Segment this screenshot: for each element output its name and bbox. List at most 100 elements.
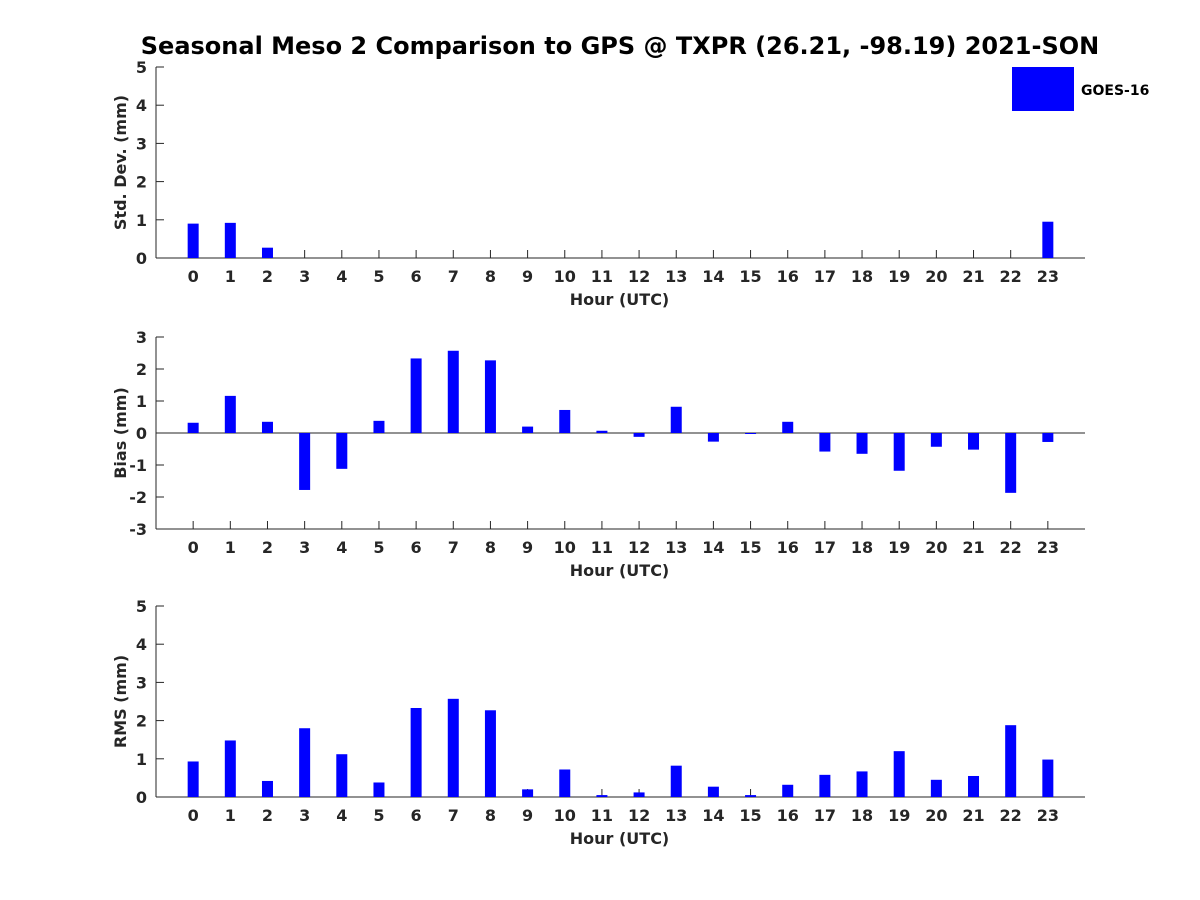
x-tick-label: 4 — [336, 538, 347, 557]
bar-hour-0 — [187, 761, 199, 797]
y-tick-label: 0 — [136, 424, 147, 443]
x-tick-label: 23 — [1037, 806, 1059, 825]
bar-hour-8 — [484, 710, 496, 797]
x-tick-label: 6 — [411, 267, 422, 286]
x-tick-label: 9 — [522, 267, 533, 286]
x-tick-label: 8 — [485, 806, 496, 825]
x-tick-label: 5 — [373, 538, 384, 557]
x-tick-label: 13 — [665, 538, 687, 557]
x-tick-label: 0 — [188, 267, 199, 286]
bar-hour-13 — [670, 406, 682, 433]
x-tick-label: 14 — [702, 806, 724, 825]
x-tick-label: 11 — [591, 267, 613, 286]
bar-hour-7 — [447, 698, 459, 797]
x-axis-label: Hour (UTC) — [570, 290, 670, 309]
x-tick-label: 10 — [554, 806, 576, 825]
bar-hour-2 — [261, 247, 273, 258]
y-axis-label: RMS (mm) — [111, 655, 130, 748]
x-tick-label: 12 — [628, 267, 650, 286]
y-axis-label: Bias (mm) — [111, 387, 130, 479]
x-tick-label: 7 — [448, 806, 459, 825]
x-tick-label: 9 — [522, 538, 533, 557]
x-tick-label: 17 — [814, 538, 836, 557]
x-tick-label: 4 — [336, 267, 347, 286]
bar-hour-19 — [893, 433, 905, 471]
x-tick-label: 22 — [1000, 806, 1022, 825]
bar-hour-12 — [633, 792, 645, 797]
x-axis-label: Hour (UTC) — [570, 561, 670, 580]
x-tick-label: 18 — [851, 538, 873, 557]
y-tick-label: 3 — [136, 328, 147, 347]
chart-title: Seasonal Meso 2 Comparison to GPS @ TXPR… — [141, 32, 1100, 60]
x-tick-label: 17 — [814, 267, 836, 286]
bar-hour-23 — [1042, 759, 1054, 797]
x-tick-label: 16 — [777, 267, 799, 286]
x-tick-label: 13 — [665, 267, 687, 286]
x-tick-label: 23 — [1037, 267, 1059, 286]
y-tick-label: 0 — [136, 249, 147, 268]
x-tick-label: 23 — [1037, 538, 1059, 557]
bar-hour-4 — [336, 433, 348, 469]
bar-hour-18 — [856, 771, 868, 797]
x-tick-label: 21 — [962, 806, 984, 825]
x-tick-label: 18 — [851, 806, 873, 825]
x-tick-label: 1 — [225, 806, 236, 825]
x-tick-label: 22 — [1000, 538, 1022, 557]
y-tick-label: 2 — [136, 360, 147, 379]
y-tick-label: 2 — [136, 173, 147, 192]
bar-hour-8 — [484, 360, 496, 433]
bar-hour-3 — [299, 728, 311, 797]
x-tick-label: 9 — [522, 806, 533, 825]
x-tick-label: 2 — [262, 538, 273, 557]
x-tick-label: 1 — [225, 538, 236, 557]
x-tick-label: 15 — [739, 806, 761, 825]
bar-hour-21 — [968, 433, 980, 450]
x-tick-label: 20 — [925, 806, 947, 825]
x-tick-label: 12 — [628, 538, 650, 557]
bar-hour-2 — [261, 421, 273, 433]
x-tick-label: 16 — [777, 538, 799, 557]
x-tick-label: 6 — [411, 538, 422, 557]
x-tick-label: 19 — [888, 267, 910, 286]
bar-hour-1 — [224, 395, 236, 433]
bar-hour-5 — [373, 420, 385, 433]
x-tick-label: 3 — [299, 267, 310, 286]
y-tick-label: -3 — [129, 520, 147, 539]
bar-hour-13 — [670, 765, 682, 797]
y-tick-label: 3 — [136, 673, 147, 692]
bar-hour-9 — [522, 789, 534, 797]
bar-hour-7 — [447, 350, 459, 433]
y-tick-label: -1 — [129, 456, 147, 475]
bar-hour-10 — [559, 769, 571, 797]
bar-hour-15 — [745, 433, 757, 434]
bar-hour-19 — [893, 751, 905, 797]
x-tick-label: 7 — [448, 538, 459, 557]
bar-hour-10 — [559, 409, 571, 433]
bar-hour-15 — [745, 795, 757, 797]
bar-hour-17 — [819, 774, 831, 797]
chart-legend: GOES-16 — [1012, 67, 1149, 111]
bar-hour-22 — [1005, 725, 1017, 797]
y-tick-label: -2 — [129, 488, 147, 507]
x-tick-label: 22 — [1000, 267, 1022, 286]
x-tick-label: 2 — [262, 267, 273, 286]
y-axis-label: Std. Dev. (mm) — [111, 95, 130, 230]
bar-hour-11 — [596, 430, 608, 433]
x-tick-label: 6 — [411, 806, 422, 825]
x-tick-label: 3 — [299, 806, 310, 825]
x-tick-label: 16 — [777, 806, 799, 825]
bar-hour-2 — [261, 780, 273, 797]
bar-hour-22 — [1005, 433, 1017, 493]
bar-hour-0 — [187, 422, 199, 433]
y-tick-label: 1 — [136, 211, 147, 230]
x-tick-label: 11 — [591, 538, 613, 557]
x-tick-label: 2 — [262, 806, 273, 825]
x-tick-label: 12 — [628, 806, 650, 825]
x-tick-label: 8 — [485, 267, 496, 286]
bar-hour-20 — [930, 779, 942, 797]
y-tick-label: 4 — [136, 96, 147, 115]
bar-hour-3 — [299, 433, 311, 490]
